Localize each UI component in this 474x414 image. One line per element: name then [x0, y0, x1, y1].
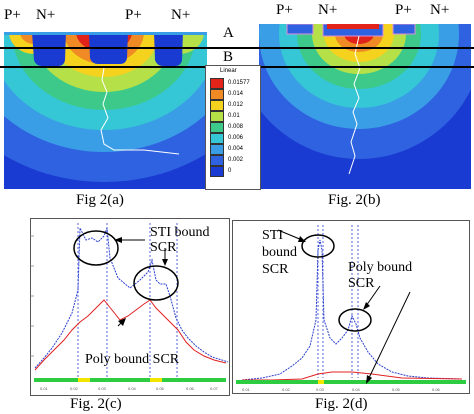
label-n-plus-a1: N+ — [36, 7, 56, 23]
line-plot-d: Avg. Current Density (arb. unit) 0.010.0… — [232, 220, 470, 394]
svg-text:0.05: 0.05 — [392, 387, 401, 392]
svg-text:0.06: 0.06 — [186, 386, 195, 391]
legend-value: 0.008 — [228, 124, 244, 130]
svg-text:0.03: 0.03 — [316, 387, 325, 392]
svg-text:0.02: 0.02 — [70, 386, 79, 391]
svg-text:0.06: 0.06 — [432, 387, 441, 392]
label-p-plus-a2: P+ — [125, 7, 142, 23]
legend-swatch — [210, 144, 224, 155]
label-p-plus-b2: P+ — [395, 2, 412, 18]
legend-swatch — [210, 78, 224, 89]
annotation-marks-c — [73, 230, 179, 327]
caption-fig-2c: Fig. 2(c) — [70, 396, 122, 412]
label-d-poly-line1: Poly bound — [348, 260, 413, 275]
legend-value: 0 — [228, 168, 232, 174]
legend-entry: 0.01577 — [210, 78, 258, 90]
label-p-plus-b1: P+ — [276, 2, 293, 18]
label-c-sti-line1: STI bound — [150, 225, 210, 240]
legend-value: 0.01 — [228, 113, 240, 119]
caption-fig-2a: Fig 2(a) — [76, 192, 124, 208]
svg-text:0.03: 0.03 — [98, 386, 107, 391]
device-plot-a — [4, 32, 207, 189]
svg-text:0.01: 0.01 — [40, 386, 49, 391]
legend-entry: 0.006 — [210, 133, 258, 145]
legend-swatch — [210, 166, 224, 177]
label-p-plus-a1: P+ — [4, 7, 21, 23]
legend-swatch — [210, 111, 224, 122]
legend-entry: 0.012 — [210, 100, 258, 112]
svg-text:0.04: 0.04 — [128, 386, 137, 391]
legend-swatch — [210, 100, 224, 111]
svg-text:0.02: 0.02 — [282, 387, 291, 392]
legend-value: 0.01577 — [228, 80, 250, 86]
legend-value: 0.004 — [228, 146, 244, 152]
label-c-sti-line2: SCR — [150, 240, 177, 255]
label-n-plus-b1: N+ — [318, 2, 338, 18]
legend-swatch — [210, 122, 224, 133]
cut-line-a — [0, 47, 474, 49]
legend-swatch — [210, 89, 224, 100]
label-d-poly-line2: SCR — [348, 276, 375, 291]
legend-swatch — [210, 155, 224, 166]
legend-swatch — [210, 133, 224, 144]
svg-text:0.04: 0.04 — [352, 387, 361, 392]
svg-text:0.01: 0.01 — [242, 387, 251, 392]
legend-value: 0.012 — [228, 102, 244, 108]
legend-value: 0.014 — [228, 91, 244, 97]
caption-fig-2b: Fig. 2(b) — [328, 192, 381, 208]
annotation-marks-d — [277, 229, 411, 384]
svg-text:0.05: 0.05 — [156, 386, 165, 391]
label-n-plus-a2: N+ — [171, 7, 191, 23]
caption-fig-2d: Fig. 2(d) — [315, 396, 368, 412]
legend-entry: 0.014 — [210, 89, 258, 101]
label-c-poly: Poly bound SCR — [85, 352, 180, 367]
device-plot-b — [259, 24, 471, 189]
label-cut-b: B — [223, 49, 234, 65]
legend-entry: 0.004 — [210, 144, 258, 156]
label-d-sti-line2: bound — [262, 245, 297, 260]
legend-entry: 0.01 — [210, 111, 258, 123]
legend-title: Linear — [220, 68, 237, 74]
svg-text:0.07: 0.07 — [210, 386, 219, 391]
legend-entry: 0.008 — [210, 122, 258, 134]
label-d-sti-line3: SCR — [262, 262, 289, 277]
label-n-plus-b2: N+ — [430, 2, 450, 18]
color-legend: Linear 0.01577 0.014 0.012 0.01 0.008 0.… — [205, 65, 261, 190]
line-plot-c: Electric Field (arb. unit) 0.010.020.03 … — [30, 218, 230, 396]
legend-entry: 0 — [210, 166, 258, 178]
label-cut-a: A — [223, 25, 234, 41]
legend-value: 0.006 — [228, 135, 244, 141]
legend-entry: 0.002 — [210, 155, 258, 167]
label-d-sti-line1: STI — [262, 228, 283, 243]
legend-value: 0.002 — [228, 157, 244, 163]
